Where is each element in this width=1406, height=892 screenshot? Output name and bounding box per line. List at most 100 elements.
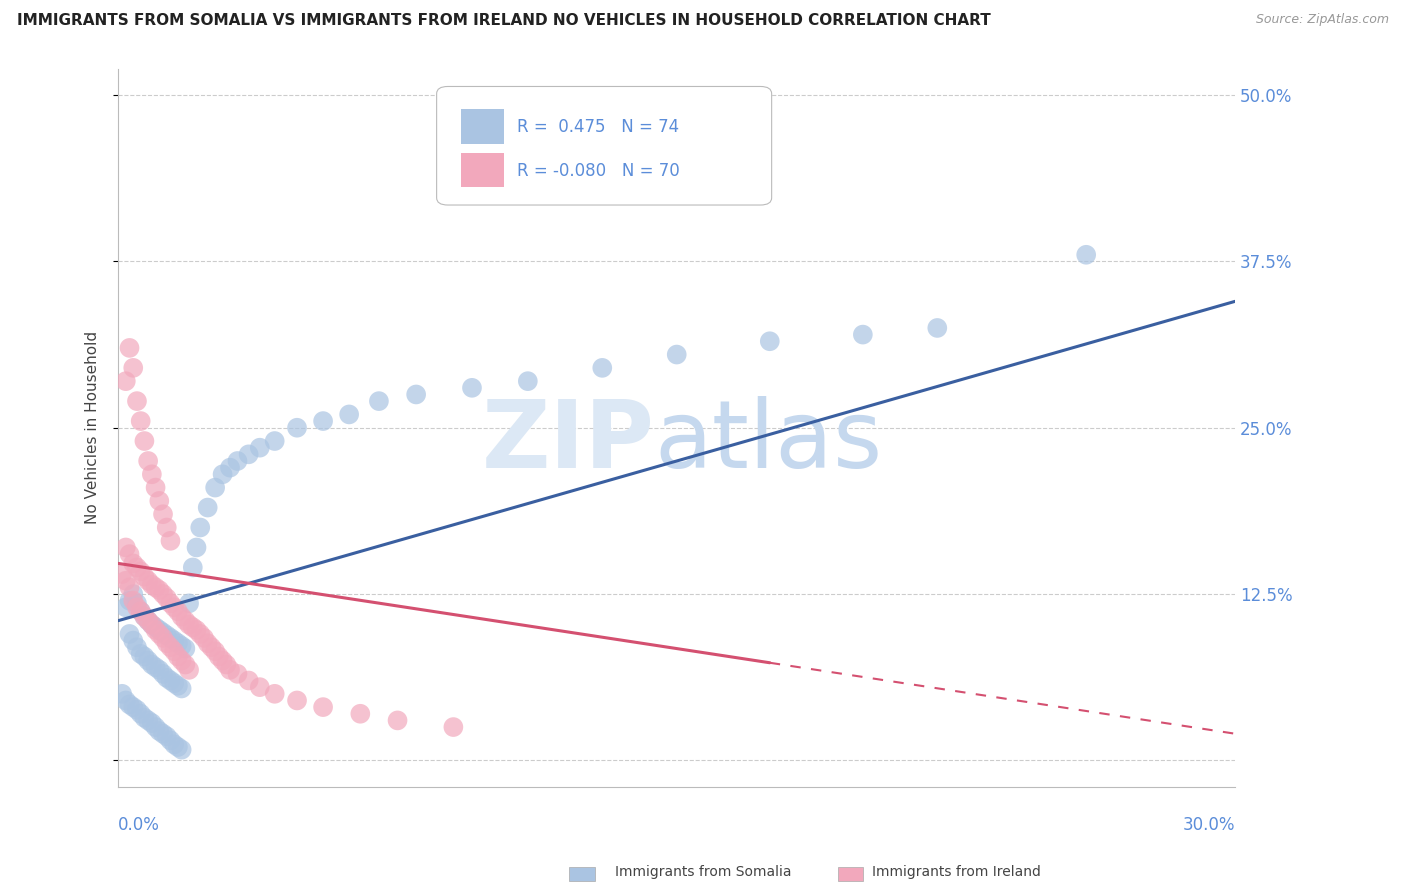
Point: [134, 711, 156, 725]
Point: [461, 381, 484, 395]
Point: [156, 520, 179, 534]
Point: [122, 700, 145, 714]
Point: [204, 644, 226, 658]
Point: [197, 500, 219, 515]
Point: [136, 454, 159, 468]
Point: [441, 720, 464, 734]
Point: [516, 374, 538, 388]
Point: [125, 394, 148, 409]
Point: [145, 620, 167, 634]
Point: [118, 580, 141, 594]
Point: [134, 609, 156, 624]
Point: [181, 620, 204, 634]
Point: [163, 600, 186, 615]
Point: [197, 636, 219, 650]
Point: [167, 679, 190, 693]
Point: [122, 360, 145, 375]
FancyBboxPatch shape: [461, 153, 503, 187]
FancyBboxPatch shape: [461, 110, 503, 144]
Point: [249, 441, 271, 455]
Point: [136, 714, 159, 728]
Text: ZIP: ZIP: [481, 396, 654, 488]
Point: [167, 636, 190, 650]
Point: [219, 663, 242, 677]
Point: [129, 414, 152, 428]
Point: [145, 623, 167, 637]
Point: [156, 730, 179, 744]
Point: [134, 570, 156, 584]
Point: [122, 633, 145, 648]
Point: [211, 654, 233, 668]
Point: [215, 657, 238, 672]
Point: [125, 560, 148, 574]
Point: [170, 609, 193, 624]
Point: [141, 716, 163, 731]
Point: [170, 742, 193, 756]
Point: [111, 567, 134, 582]
Point: [152, 666, 174, 681]
Point: [152, 507, 174, 521]
Point: [134, 649, 156, 664]
Point: [148, 724, 170, 739]
Point: [312, 414, 335, 428]
Text: 30.0%: 30.0%: [1182, 815, 1234, 834]
Point: [159, 596, 181, 610]
Point: [285, 693, 308, 707]
Point: [148, 582, 170, 597]
Point: [263, 434, 285, 448]
Point: [114, 374, 136, 388]
Point: [405, 387, 427, 401]
Point: [145, 720, 167, 734]
Point: [148, 627, 170, 641]
Point: [134, 434, 156, 448]
Point: [129, 604, 152, 618]
Text: R = -0.080   N = 70: R = -0.080 N = 70: [517, 161, 679, 179]
Point: [122, 593, 145, 607]
Point: [136, 574, 159, 588]
Point: [136, 614, 159, 628]
Point: [114, 693, 136, 707]
Point: [156, 591, 179, 605]
Point: [159, 631, 181, 645]
Point: [118, 698, 141, 712]
Point: [145, 580, 167, 594]
Point: [249, 680, 271, 694]
Point: [111, 687, 134, 701]
Point: [125, 703, 148, 717]
Point: [174, 614, 197, 628]
Text: Immigrants from Ireland: Immigrants from Ireland: [872, 865, 1040, 880]
Point: [337, 408, 360, 422]
Point: [208, 649, 231, 664]
Point: [852, 327, 875, 342]
Point: [159, 733, 181, 747]
Point: [238, 447, 260, 461]
Point: [186, 623, 208, 637]
Point: [204, 481, 226, 495]
Point: [177, 617, 200, 632]
Point: [148, 494, 170, 508]
Point: [118, 547, 141, 561]
Point: [129, 647, 152, 661]
Point: [118, 627, 141, 641]
Point: [193, 631, 215, 645]
Point: [141, 617, 163, 632]
Point: [122, 587, 145, 601]
Text: R =  0.475   N = 74: R = 0.475 N = 74: [517, 119, 679, 136]
Point: [156, 628, 179, 642]
Point: [186, 541, 208, 555]
Text: Immigrants from Somalia: Immigrants from Somalia: [614, 865, 792, 880]
Point: [159, 673, 181, 688]
Point: [152, 625, 174, 640]
Point: [188, 520, 211, 534]
Point: [118, 341, 141, 355]
Point: [141, 578, 163, 592]
Point: [136, 654, 159, 668]
Point: [349, 706, 371, 721]
Point: [141, 657, 163, 672]
Point: [114, 574, 136, 588]
Point: [759, 334, 782, 349]
Point: [312, 700, 335, 714]
Point: [170, 639, 193, 653]
Point: [156, 671, 179, 685]
Point: [159, 533, 181, 548]
